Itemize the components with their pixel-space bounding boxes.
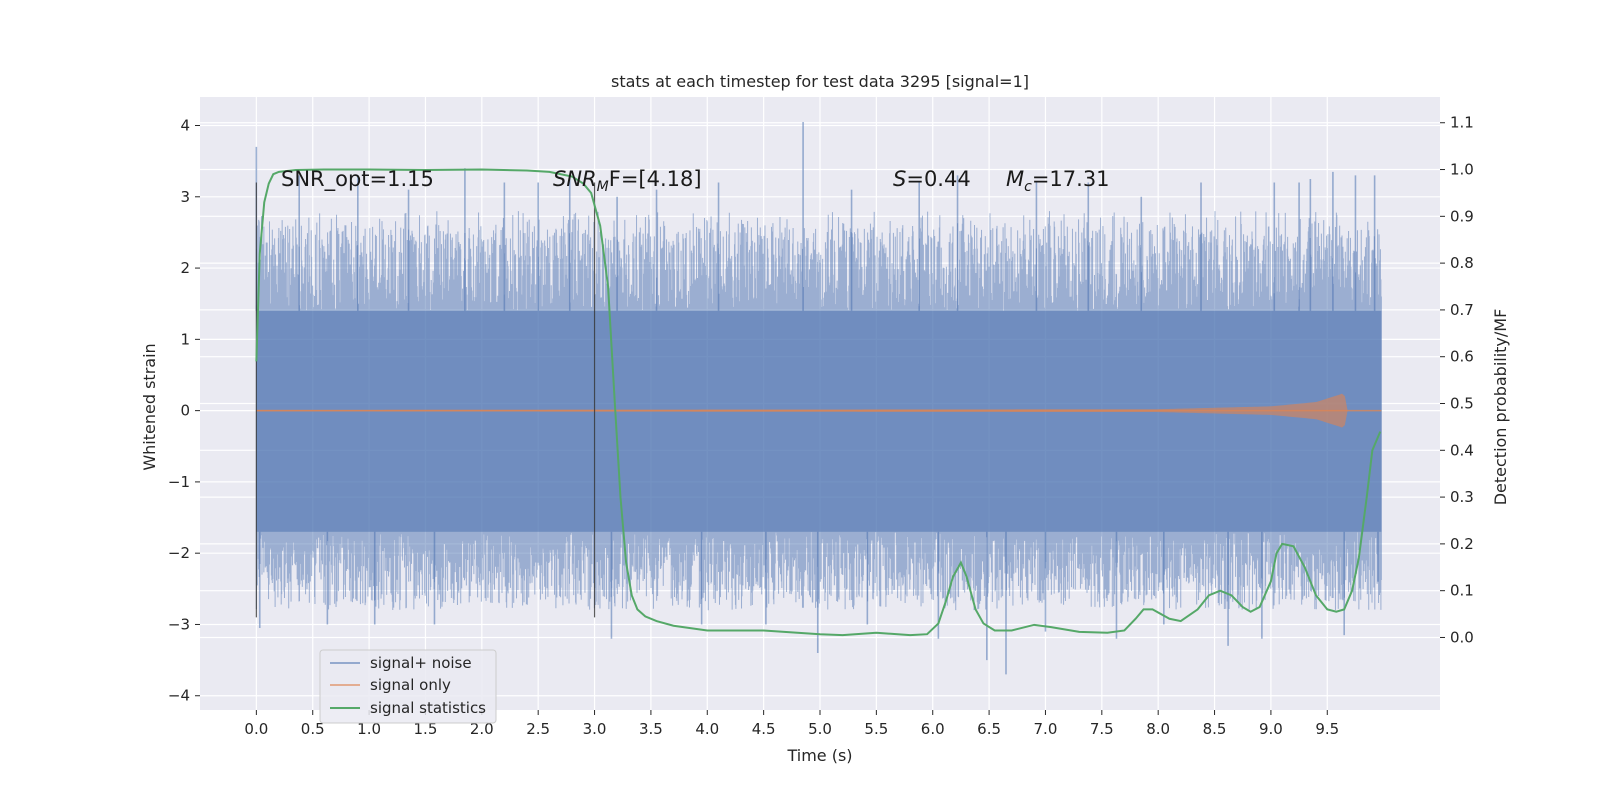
y-axis-right: 0.0 0.1 0.2 0.3 0.4 0.5 0.6 0.7 0.8 0.9 1.0 1.1 [1440,114,1474,646]
x-tick-label-3: 1.5 [414,720,438,738]
x-tick-label-8: 4.0 [695,720,719,738]
window-markers [255,182,596,618]
x-axis-label: Time (s) [786,746,852,765]
y-right-tick-label-3: 0.3 [1450,488,1474,506]
x-tick-label-9: 4.5 [752,720,776,738]
y-left-tick-label-3: −1 [168,473,190,491]
annotation-s-main: S [893,167,906,191]
x-tick-label-18: 9.0 [1259,720,1283,738]
annotation-mc-main: M [1006,167,1024,191]
x-tick-label-6: 3.0 [583,720,607,738]
x-tick-label-12: 6.0 [921,720,945,738]
annotation-snr-mf: SNRMF=[4.18] [553,167,702,195]
y-axis-left: −4 −3 −2 −1 0 1 2 3 4 [168,117,200,705]
y-left-tick-label-2: −2 [168,544,190,562]
x-tick-label-15: 7.5 [1090,720,1114,738]
annotation-snr-mf-main: SNR [553,167,597,191]
x-tick-label-17: 8.5 [1203,720,1227,738]
series-signal-only [256,393,1382,428]
y-left-tick-label-5: 1 [180,330,190,348]
y-left-tick-label-7: 3 [180,188,190,206]
annotation-snr-opt: SNR_opt=1.15 [281,167,434,192]
x-tick-label-5: 2.5 [526,720,550,738]
legend-label-signal-statistics: signal statistics [370,699,486,717]
signal-plus-noise-core [256,310,1382,532]
x-tick-label-2: 1.0 [357,720,381,738]
annotation-mc-rest: =17.31 [1032,167,1110,191]
y-right-tick-label-6: 0.6 [1450,348,1474,366]
x-tick-label-4: 2.0 [470,720,494,738]
y-right-tick-label-1: 0.1 [1450,582,1474,600]
series-layer [255,121,1382,675]
y-right-tick-label-0: 0.0 [1450,628,1474,646]
x-tick-label-13: 6.5 [977,720,1001,738]
y-right-tick-label-2: 0.2 [1450,535,1474,553]
y-axis-right-label: Detection probability/MF [1491,309,1510,506]
y-left-tick-label-4: 0 [180,402,190,420]
legend-label-signal-only: signal only [370,676,451,694]
x-axis: 0.0 0.5 1.0 1.5 2.0 2.5 3.0 3.5 4.0 4.5 5.0 5.5 6.0 6… [244,710,1339,738]
annotation-s-rest: =0.44 [906,167,970,191]
annotations: SNR_opt=1.15 SNRMF=[4.18] S=0.44 Mc=17.3… [281,167,1110,195]
x-tick-label-14: 7.0 [1034,720,1058,738]
x-tick-label-11: 5.5 [864,720,888,738]
x-tick-label-16: 8.0 [1146,720,1170,738]
y-right-tick-label-5: 0.5 [1450,395,1474,413]
annotation-snr-mf-rest: F=[4.18] [609,167,702,191]
y-right-tick-label-7: 0.7 [1450,301,1474,319]
legend: signal+ noise signal only signal statist… [319,649,497,724]
x-tick-label-10: 5.0 [808,720,832,738]
legend-label-signal-plus-noise: signal+ noise [370,654,472,672]
y-right-tick-label-9: 0.9 [1450,207,1474,225]
x-tick-label-0: 0.0 [244,720,268,738]
series-signal-plus-noise [255,121,1382,675]
y-right-tick-label-10: 1.0 [1450,161,1474,179]
annotation-mc: Mc=17.31 [1006,167,1110,195]
series-signal-statistics [255,168,1382,637]
x-tick-label-7: 3.5 [639,720,663,738]
x-tick-label-1: 0.5 [301,720,325,738]
y-right-tick-label-4: 0.4 [1450,441,1474,459]
y-right-tick-label-8: 0.8 [1450,254,1474,272]
y-left-tick-label-8: 4 [180,117,190,135]
annotation-snr-mf-sub: M [597,179,609,195]
annotation-mc-sub: c [1024,179,1032,195]
annotation-s: S=0.44 [893,167,971,191]
chart-title: stats at each timestep for test data 329… [611,72,1029,91]
signal-statistics-line [255,168,1382,637]
y-left-tick-label-1: −3 [168,615,190,633]
y-left-tick-label-6: 2 [180,259,190,277]
y-left-tick-label-0: −4 [168,687,190,705]
y-right-tick-label-11: 1.1 [1450,114,1474,132]
y-axis-left-label: Whitened strain [140,343,159,470]
x-tick-label-19: 9.5 [1315,720,1339,738]
legend-frame [319,649,497,724]
